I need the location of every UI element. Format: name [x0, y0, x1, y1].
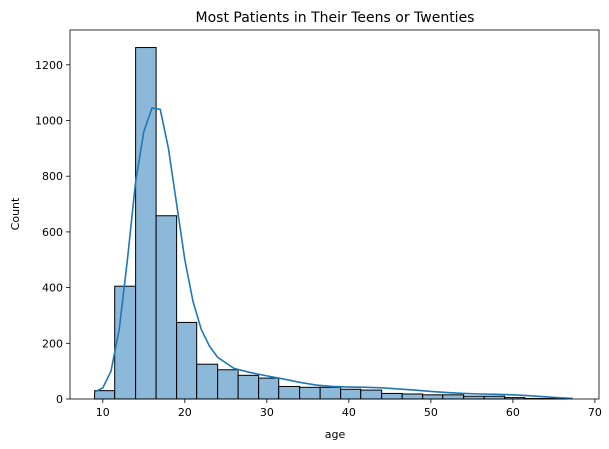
histogram-bar: [442, 394, 465, 400]
histogram-bar: [401, 393, 424, 400]
histogram-bar: [360, 389, 383, 400]
y-tick-label: 800: [42, 170, 63, 183]
histogram-bar: [381, 392, 403, 400]
x-tick-label: 50: [424, 406, 438, 419]
histogram-bar: [299, 386, 321, 400]
x-tick-label: 10: [96, 406, 110, 419]
y-axis-label: Count: [9, 197, 22, 230]
y-tick-label: 600: [42, 226, 63, 239]
y-tick-label: 1200: [35, 59, 63, 72]
histogram-bar: [196, 363, 219, 400]
x-tick-label: 20: [178, 406, 192, 419]
histogram-bar: [114, 285, 137, 400]
plot-axes: [69, 29, 600, 400]
x-tick-label: 70: [588, 406, 602, 419]
histogram-bar: [176, 321, 198, 400]
histogram-bar: [278, 385, 301, 400]
x-tick-label: 40: [342, 406, 356, 419]
histogram-bar: [422, 394, 444, 400]
y-tick-label: 400: [42, 282, 63, 295]
y-tick-label: 1000: [35, 115, 63, 128]
histogram-bar: [155, 215, 178, 400]
histogram-bar: [217, 369, 239, 400]
chart-title: Most Patients in Their Teens or Twenties: [196, 10, 475, 26]
histogram-bar: [237, 374, 260, 400]
histogram-bar: [463, 395, 485, 400]
histogram-bar: [94, 390, 116, 400]
histogram-bar: [258, 377, 280, 400]
x-tick-label: 60: [506, 406, 520, 419]
histogram-bar: [340, 388, 362, 400]
axes-frame: [69, 29, 600, 400]
x-tick-label: 30: [260, 406, 274, 419]
histogram-bars: [94, 47, 567, 400]
histogram-bar: [483, 395, 506, 400]
kde-curve: [94, 107, 573, 400]
y-tick-label: 0: [56, 393, 63, 406]
y-tick-label: 200: [42, 337, 63, 350]
x-axis-ticks: 10 20 30 40 50 60 70: [96, 399, 602, 419]
x-axis-label: age: [325, 428, 346, 441]
histogram-bar: [135, 47, 157, 400]
y-axis-ticks: 0 200 400 600 800 1000 1200: [35, 59, 70, 406]
histogram-bar: [319, 386, 342, 400]
